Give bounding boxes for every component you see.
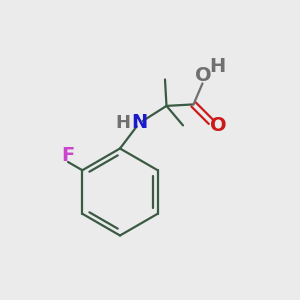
Text: O: O [195, 66, 212, 85]
Text: H: H [209, 56, 226, 76]
Text: O: O [210, 116, 226, 135]
Text: H: H [115, 114, 130, 132]
Text: N: N [131, 113, 147, 132]
Text: F: F [61, 146, 75, 166]
